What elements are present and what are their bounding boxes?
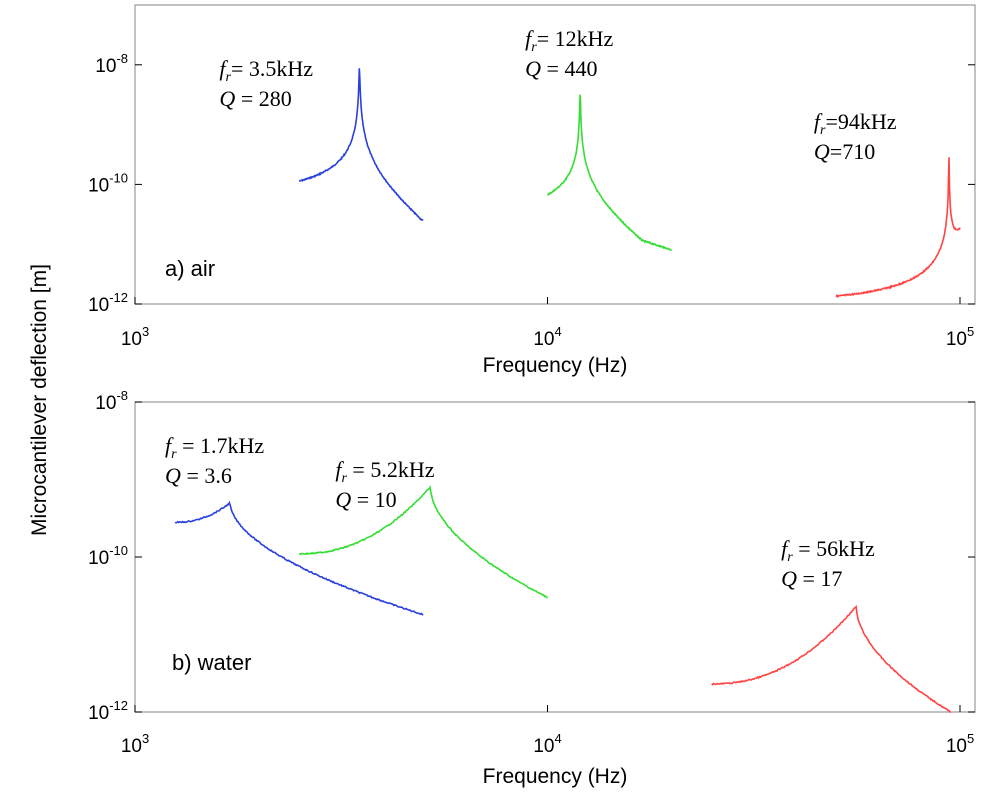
series-line-0 — [174, 500, 424, 616]
fr-label: fr= 12kHz — [525, 26, 613, 55]
x-tick-label: 103 — [121, 731, 149, 757]
x-tick-label: 105 — [946, 731, 974, 757]
y-tick-label: 10-10 — [88, 170, 128, 196]
q-label: Q = 440 — [525, 56, 597, 81]
x-tick-label: 105 — [946, 324, 974, 350]
y-tick-label: 10-8 — [95, 388, 128, 414]
q-label: Q = 10 — [335, 487, 396, 512]
plot-frame — [134, 4, 976, 305]
fr-label: fr = 5.2kHz — [335, 457, 434, 486]
y-tick-label: 10-12 — [88, 698, 128, 724]
y-tick-label: 10-12 — [88, 290, 128, 316]
q-label: Q=710 — [814, 139, 875, 164]
fr-label: fr=94kHz — [814, 109, 897, 138]
y-tick-label: 10-8 — [95, 51, 128, 77]
q-label: Q = 280 — [219, 86, 291, 111]
q-label: Q = 3.6 — [165, 463, 232, 488]
fr-label: fr = 56kHz — [781, 536, 875, 565]
q-label: Q = 17 — [781, 566, 842, 591]
x-tick-label: 104 — [533, 731, 561, 757]
x-axis-title: Frequency (Hz) — [483, 354, 628, 377]
series-line-0 — [298, 68, 424, 221]
x-tick-label: 103 — [121, 324, 149, 350]
fr-label: fr = 1.7kHz — [165, 433, 264, 462]
series-line-1 — [547, 94, 672, 252]
panel-label: a) air — [165, 256, 215, 281]
series-line-1 — [298, 485, 549, 599]
series-line-2 — [711, 604, 952, 714]
panel-label: b) water — [172, 650, 251, 675]
x-axis-title: Frequency (Hz) — [483, 765, 628, 788]
fr-label: fr= 3.5kHz — [219, 56, 313, 85]
y-axis-title: Microcantilever deflection [m] — [28, 264, 51, 536]
x-tick-label: 104 — [533, 324, 561, 350]
series-line-2 — [835, 157, 961, 298]
y-tick-label: 10-10 — [88, 543, 128, 569]
